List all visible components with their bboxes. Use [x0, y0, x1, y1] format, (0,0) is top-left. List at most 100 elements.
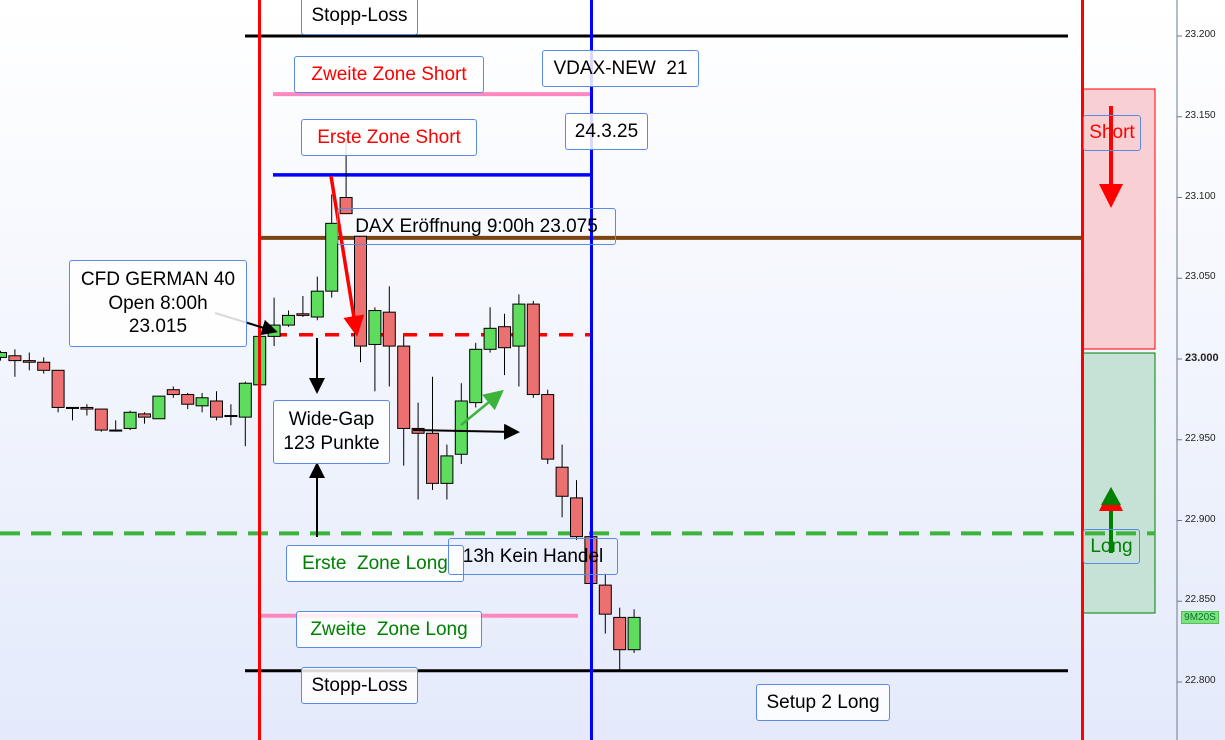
kein-handel-label[interactable]: 13h Kein Handel [448, 538, 618, 575]
candle-body-down [426, 432, 439, 484]
erste-zone-long-label[interactable]: Erste Zone Long [286, 545, 464, 582]
candle[interactable] [570, 480, 583, 540]
candle[interactable] [310, 276, 324, 321]
candle[interactable] [66, 406, 79, 421]
candle[interactable] [238, 381, 252, 447]
candle-body-up [627, 616, 641, 651]
candle-body-up [310, 290, 324, 318]
setup-label[interactable]: Setup 2 Long [756, 684, 890, 721]
candle[interactable] [368, 307, 382, 392]
candle-body-up [325, 222, 339, 292]
candle-body-up [109, 429, 123, 432]
stopp-loss-bottom-label[interactable]: Stopp-Loss [301, 667, 418, 704]
long-zone-label[interactable]: Long [1083, 529, 1140, 564]
long-arrow-head-icon [1101, 487, 1121, 505]
candle-body-down [339, 197, 353, 215]
red-down-arrow [329, 175, 365, 337]
candle-body-down [94, 408, 108, 431]
candle[interactable] [210, 391, 223, 421]
candle[interactable] [195, 392, 209, 413]
candle[interactable] [469, 342, 483, 408]
candle-body-up [238, 382, 252, 418]
y-tick-label: 23.000 [1185, 352, 1219, 364]
candle-body-up [440, 455, 454, 484]
candle[interactable] [598, 573, 612, 634]
candle[interactable] [282, 310, 295, 327]
wide-gap-label[interactable]: Wide-Gap 123 Punkte [273, 400, 390, 464]
candle[interactable] [397, 336, 411, 466]
candle[interactable] [22, 352, 36, 371]
stopp-loss-top-label[interactable]: Stopp-Loss [301, 0, 418, 35]
candle[interactable] [109, 420, 123, 432]
candle[interactable] [94, 408, 108, 432]
candle[interactable] [80, 404, 94, 416]
y-tick-label: 23.100 [1185, 190, 1216, 202]
candle[interactable] [296, 296, 310, 318]
candle[interactable] [627, 609, 641, 653]
candle[interactable] [166, 386, 180, 398]
candle-body-down [526, 303, 540, 396]
candle-body-up [469, 348, 483, 404]
vdax-label[interactable]: VDAX-NEW 21 [542, 50, 699, 87]
zweite-zone-long-label[interactable]: Zweite Zone Long [296, 611, 482, 648]
short-zone-label[interactable]: Short [1083, 115, 1141, 151]
candle[interactable] [325, 194, 339, 298]
erste-zone-short-label[interactable]: Erste Zone Short [301, 119, 477, 156]
candle[interactable] [138, 412, 151, 424]
y-tick-label: 22.800 [1185, 675, 1216, 686]
candle-body-up [282, 314, 295, 326]
y-tick-label: 22.900 [1185, 513, 1216, 525]
candle[interactable] [555, 444, 569, 518]
candle[interactable] [382, 286, 396, 387]
long-zone [1082, 352, 1156, 614]
y-tick-label: 23.200 [1185, 29, 1216, 40]
candle[interactable] [37, 357, 51, 374]
green-up-arrow [460, 389, 504, 426]
y-tick-label: 22.850 [1185, 594, 1216, 606]
candle[interactable] [181, 392, 195, 410]
candle[interactable] [51, 369, 65, 413]
candle[interactable] [426, 376, 439, 490]
candle-body-up [368, 310, 382, 345]
candle-body-down [541, 394, 555, 460]
candle[interactable] [0, 350, 7, 361]
horizontal-arrow [412, 423, 520, 440]
candle[interactable] [440, 444, 454, 500]
y-tick-label: 23.050 [1185, 271, 1216, 283]
date-label[interactable]: 24.3.25 [565, 113, 648, 150]
candle-body-down [181, 394, 195, 405]
candle-body-down [613, 616, 627, 651]
candle[interactable] [267, 297, 281, 347]
zweite-zone-short-label[interactable]: Zweite Zone Short [294, 56, 484, 93]
candle-body-down [555, 466, 569, 497]
candle-body-down [80, 406, 94, 410]
candle[interactable] [123, 410, 137, 431]
candle-body-up [66, 406, 79, 409]
candle[interactable] [498, 313, 511, 376]
candle-body-down [570, 497, 583, 538]
candle-body-down [382, 311, 396, 347]
candle-body-up [0, 352, 7, 358]
candle-body-up [152, 395, 166, 420]
candle[interactable] [613, 607, 627, 671]
candle[interactable] [354, 235, 367, 363]
cfd-open-label[interactable]: CFD GERMAN 40 Open 8:00h 23.015 [69, 260, 247, 347]
candle[interactable] [512, 294, 526, 387]
candle-body-down [8, 355, 22, 362]
candle[interactable] [152, 395, 166, 420]
candle[interactable] [8, 349, 22, 377]
candle[interactable] [224, 404, 238, 426]
short-zone [1082, 88, 1156, 350]
candle-body-down [22, 360, 36, 363]
candle-body-down [166, 389, 180, 396]
candle[interactable] [526, 300, 540, 398]
candle[interactable] [483, 307, 497, 353]
dax-open-label[interactable]: DAX Eröffnung 9:00h 23.075 [337, 208, 616, 245]
candle[interactable] [541, 389, 555, 464]
candle[interactable] [411, 402, 425, 500]
candle-body-down [498, 326, 511, 349]
candle-body-up [483, 327, 497, 350]
candle-body-up [512, 303, 526, 347]
candle-body-down [210, 400, 223, 418]
